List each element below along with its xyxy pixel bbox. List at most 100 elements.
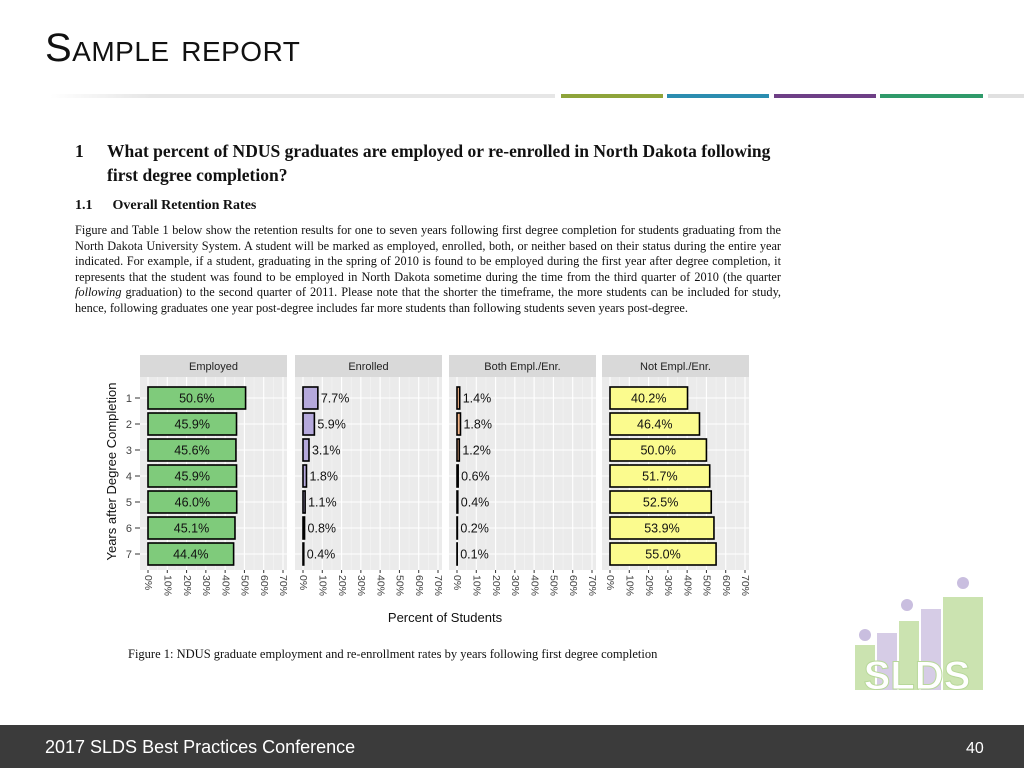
value-label: 0.2% [460, 522, 489, 536]
x-tick-label: 30% [662, 575, 674, 596]
figure-caption: Figure 1: NDUS graduate employment and r… [128, 647, 658, 661]
footer-text: 2017 SLDS Best Practices Conference [45, 737, 356, 757]
page-number: 40 [966, 740, 984, 757]
emphasis: following [75, 285, 122, 300]
bar [609, 386, 689, 410]
bar [609, 412, 701, 436]
y-tick-label: 6 [126, 523, 132, 535]
header-rule [50, 94, 1024, 98]
rule-segment [50, 94, 555, 98]
value-label: 50.0% [640, 444, 675, 458]
bar [302, 516, 306, 540]
bar [456, 464, 459, 488]
x-tick-label: 60% [567, 575, 579, 596]
facet-strip [602, 355, 749, 377]
x-tick-label: 50% [239, 575, 251, 596]
y-tick-label: 1 [126, 393, 132, 405]
value-label: 46.0% [175, 496, 210, 510]
bar [609, 464, 711, 488]
bar [302, 542, 305, 566]
logo: SLDS [855, 577, 983, 699]
value-label: 50.6% [179, 392, 214, 406]
value-label: 0.1% [460, 548, 489, 562]
x-tick-label: 10% [162, 575, 174, 596]
y-tick-label: 5 [126, 497, 132, 509]
rule-segment [988, 94, 1024, 98]
y-tick-label: 7 [126, 549, 132, 561]
text: graduation) to the second quarter of 201… [75, 285, 781, 315]
value-label: 46.4% [637, 418, 672, 432]
x-axis-label: Percent of Students [388, 610, 503, 625]
x-tick-label: 40% [528, 575, 540, 596]
x-tick-label: 20% [643, 575, 655, 596]
y-tick-label: 2 [126, 419, 132, 431]
rule-segment [667, 94, 769, 98]
value-label: 55.0% [645, 548, 680, 562]
x-tick-label: 70% [432, 575, 444, 596]
value-label: 1.2% [462, 444, 491, 458]
x-tick-label: 60% [413, 575, 425, 596]
y-tick-label: 3 [126, 445, 132, 457]
value-label: 45.6% [174, 444, 209, 458]
value-label: 45.9% [175, 418, 210, 432]
value-label: 40.2% [631, 392, 666, 406]
bar [147, 542, 235, 566]
value-label: 0.4% [461, 496, 490, 510]
y-tick-label: 4 [126, 471, 132, 483]
value-label: 51.7% [642, 470, 677, 484]
facet-label: Employed [189, 361, 238, 373]
subsection-heading: 1.1 Overall Retention Rates [75, 198, 256, 214]
bar [609, 542, 717, 566]
x-tick-label: 50% [394, 575, 406, 596]
bar [456, 386, 461, 410]
value-label: 53.9% [644, 522, 679, 536]
bar [147, 490, 238, 514]
x-tick-label: 50% [701, 575, 713, 596]
bar [609, 438, 708, 462]
x-tick-label: 20% [490, 575, 502, 596]
facet-strip [140, 355, 287, 377]
x-tick-label: 30% [355, 575, 367, 596]
section-number: 1 [75, 141, 84, 161]
x-tick-label: 20% [336, 575, 348, 596]
rule-segment [880, 94, 983, 98]
bar [456, 412, 462, 436]
x-tick-label: 0% [451, 575, 463, 590]
value-label: 3.1% [312, 444, 341, 458]
rule-segment [774, 94, 876, 98]
bar [302, 464, 308, 488]
section-heading: 1 What percent of NDUS graduates are emp… [75, 139, 785, 187]
x-tick-label: 0% [142, 575, 154, 590]
value-label: 1.8% [309, 470, 338, 484]
bar [147, 516, 236, 540]
x-tick-label: 40% [681, 575, 693, 596]
x-tick-label: 50% [548, 575, 560, 596]
facet-label: Enrolled [348, 361, 388, 373]
bar [147, 464, 238, 488]
x-tick-label: 10% [624, 575, 636, 596]
value-label: 1.1% [308, 496, 337, 510]
value-label: 0.8% [308, 522, 337, 536]
facet-strip [449, 355, 596, 377]
value-label: 1.4% [463, 392, 492, 406]
x-tick-label: 20% [181, 575, 193, 596]
bar [147, 412, 238, 436]
x-tick-label: 70% [277, 575, 289, 596]
bar [302, 412, 316, 436]
rule-segment [561, 94, 663, 98]
x-tick-label: 70% [739, 575, 751, 596]
x-tick-label: 70% [586, 575, 598, 596]
value-label: 52.5% [643, 496, 678, 510]
y-axis-label: Years after Degree Completion [104, 382, 119, 560]
bar [609, 516, 715, 540]
bar [456, 490, 459, 514]
subsection-title: Overall Retention Rates [112, 198, 257, 213]
paragraph: Figure and Table 1 below show the retent… [75, 223, 781, 317]
bar [147, 386, 247, 410]
text: Figure and Table 1 below show the retent… [75, 223, 781, 284]
value-label: 0.4% [307, 548, 336, 562]
value-label: 5.9% [317, 418, 346, 432]
x-tick-label: 0% [297, 575, 309, 590]
